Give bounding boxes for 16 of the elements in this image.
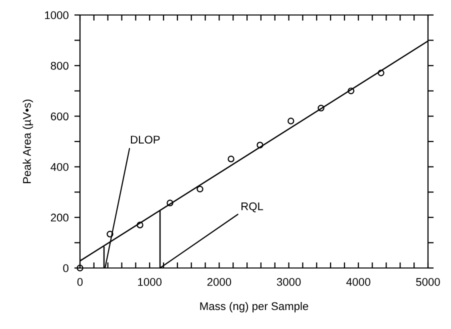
annotation: DLOP <box>130 136 160 144</box>
y-tick-label: 400 <box>50 163 68 171</box>
y-tick-label: 0 <box>63 264 68 272</box>
x-tick-label: 4000 <box>346 278 370 286</box>
annotation: RQL <box>242 202 264 212</box>
y-tick-label: 200 <box>50 214 68 222</box>
y-tick-label: 1000 <box>45 11 68 20</box>
x-axis-title: Mass (ng) per Sample <box>200 302 308 312</box>
y-tick-label: 600 <box>50 112 68 120</box>
x-tick-label: 1000 <box>138 278 162 286</box>
x-tick-label: 5000 <box>416 278 440 286</box>
x-tick-label: 3000 <box>276 278 301 286</box>
y-tick-label: 800 <box>50 62 68 70</box>
x-tick-label: 0 <box>77 278 83 286</box>
y-axis-title: Peak Area (µV•s) <box>22 100 34 184</box>
x-tick-label: 2000 <box>207 278 232 286</box>
